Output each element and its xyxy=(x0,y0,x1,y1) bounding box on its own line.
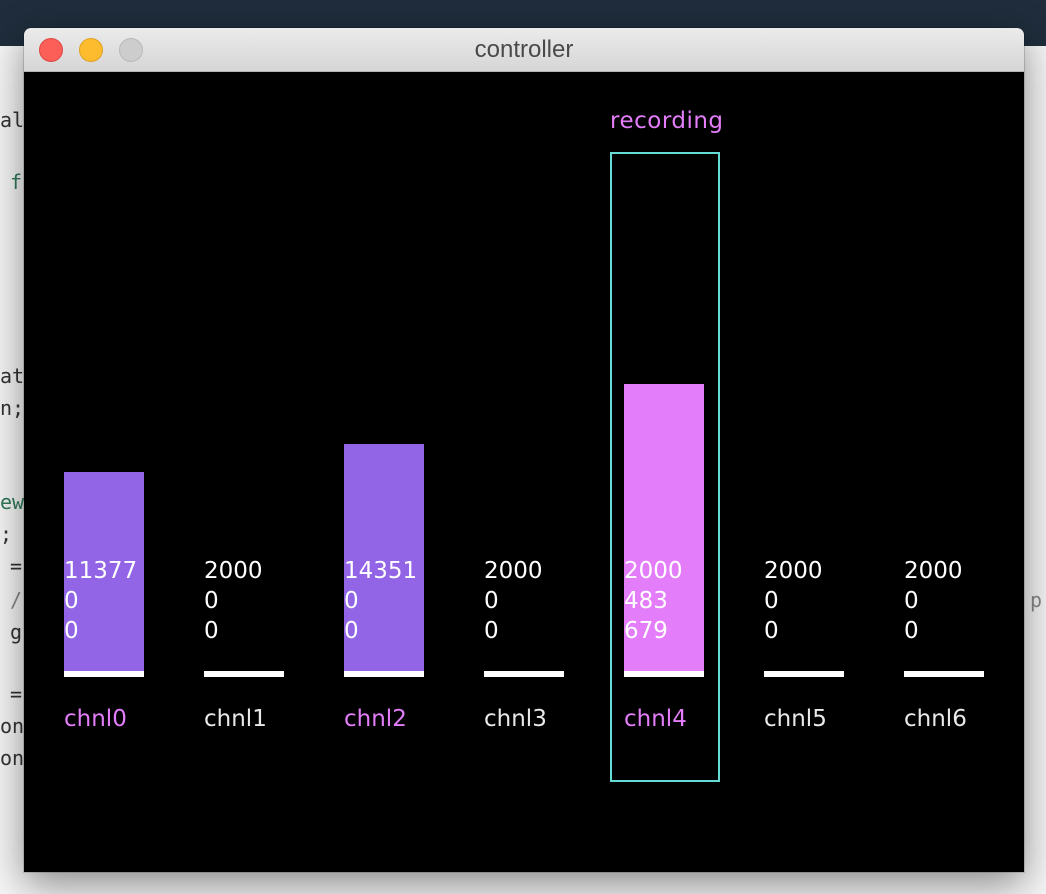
channel-value: 679 xyxy=(624,618,668,644)
code-fragment: ew xyxy=(0,490,25,514)
channel-value: 0 xyxy=(64,618,79,644)
channel-level-bar xyxy=(64,472,144,672)
channel-value: 0 xyxy=(204,588,219,614)
recording-label: recording xyxy=(610,108,724,134)
channel-level-bar xyxy=(624,384,704,672)
channel-value: 0 xyxy=(904,588,919,614)
channel-value: 0 xyxy=(764,588,779,614)
code-fragment: p xyxy=(1030,588,1043,612)
channel-value: 2000 xyxy=(484,558,543,584)
channel-chnl0[interactable]: 11377 0 0 chnl0 xyxy=(64,72,164,872)
window-title: controller xyxy=(474,36,574,63)
code-fragment: al xyxy=(0,108,25,132)
channel-values: 11377 0 0 xyxy=(64,556,164,646)
channel-value: 14351 xyxy=(344,558,418,584)
channel-chnl1[interactable]: 2000 0 0 chnl1 xyxy=(204,72,304,872)
channel-label: chnl4 xyxy=(624,706,687,732)
channel-values: 2000 0 0 xyxy=(764,556,864,646)
code-fragment: = xyxy=(10,682,23,706)
channel-values: 2000 0 0 xyxy=(484,556,584,646)
channel-values: 14351 0 0 xyxy=(344,556,444,646)
channel-label: chnl0 xyxy=(64,706,127,732)
channel-chnl3[interactable]: 2000 0 0 chnl3 xyxy=(484,72,584,872)
channel-chnl5[interactable]: 2000 0 0 chnl5 xyxy=(764,72,864,872)
channel-chnl2[interactable]: 14351 0 0 chnl2 xyxy=(344,72,444,872)
channel-label: chnl2 xyxy=(344,706,407,732)
recording-highlight-box xyxy=(610,152,720,782)
channel-baseline xyxy=(484,671,564,677)
code-fragment: = xyxy=(10,554,23,578)
channel-values: 2000 0 0 xyxy=(204,556,304,646)
code-fragment: at xyxy=(0,364,25,388)
channel-values: 2000 483 679 xyxy=(624,556,724,646)
zoom-icon[interactable] xyxy=(119,38,143,62)
channel-value: 0 xyxy=(484,588,499,614)
close-icon[interactable] xyxy=(39,38,63,62)
channel-canvas[interactable]: recording 11377 0 0 chnl0 2000 0 0 chnl1 14351 0 0… xyxy=(24,72,1024,872)
channel-level-bar xyxy=(344,444,424,672)
code-fragment: ; xyxy=(0,522,13,546)
channel-value: 0 xyxy=(344,588,359,614)
code-fragment: / xyxy=(10,588,23,612)
channel-value: 0 xyxy=(344,618,359,644)
code-fragment: on xyxy=(0,746,25,770)
channel-value: 2000 xyxy=(624,558,683,584)
channel-label: chnl3 xyxy=(484,706,547,732)
channel-chnl6[interactable]: 2000 0 0 chnl6 xyxy=(904,72,1004,872)
channel-baseline xyxy=(204,671,284,677)
channel-value: 0 xyxy=(484,618,499,644)
code-fragment: g xyxy=(10,620,23,644)
window-titlebar[interactable]: controller xyxy=(24,28,1024,72)
channel-baseline xyxy=(624,671,704,677)
channel-values: 2000 0 0 xyxy=(904,556,1004,646)
channel-baseline xyxy=(344,671,424,677)
channel-baseline xyxy=(64,671,144,677)
channel-value: 2000 xyxy=(764,558,823,584)
controller-window[interactable]: controller recording 11377 0 0 chnl0 2000 0 0 c… xyxy=(24,28,1024,872)
channel-value: 0 xyxy=(904,618,919,644)
channel-value: 2000 xyxy=(904,558,963,584)
code-fragment: f xyxy=(10,170,23,194)
channel-value: 0 xyxy=(204,618,219,644)
channel-value: 0 xyxy=(64,588,79,614)
channel-baseline xyxy=(904,671,984,677)
channel-baseline xyxy=(764,671,844,677)
channel-value: 0 xyxy=(764,618,779,644)
channel-value: 2000 xyxy=(204,558,263,584)
minimize-icon[interactable] xyxy=(79,38,103,62)
code-fragment: n; xyxy=(0,396,25,420)
channel-label: chnl1 xyxy=(204,706,267,732)
channel-label: chnl6 xyxy=(904,706,967,732)
channel-chnl4[interactable]: 2000 483 679 chnl4 xyxy=(624,72,724,872)
channel-value: 483 xyxy=(624,588,668,614)
channel-value: 11377 xyxy=(64,558,138,584)
channel-label: chnl5 xyxy=(764,706,827,732)
code-fragment: on xyxy=(0,714,25,738)
